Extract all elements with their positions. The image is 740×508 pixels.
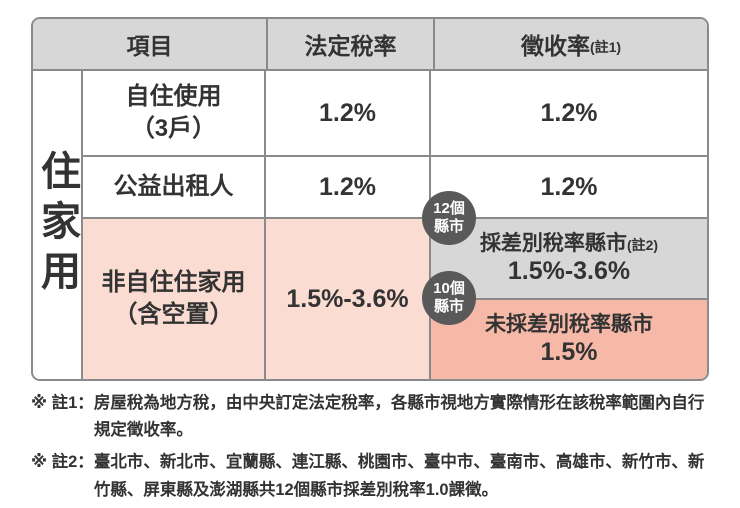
row3-label-cell: 非自住住家用 （含空置） xyxy=(81,219,264,379)
header-collection-rate-label: 徵收率 xyxy=(520,33,590,59)
differential-rate-title: 採差別稅率縣市(註2) xyxy=(480,232,658,255)
badge-10-counties: 10個 縣市 xyxy=(422,271,476,325)
table-row-self-use: 自住使用 （3戶） 1.2% 1.2% xyxy=(81,71,707,155)
category-cell-residential: 住家用 xyxy=(33,71,81,379)
footnote-2-marker: ※ 註2： xyxy=(31,453,94,472)
table-row-charity-landlord: 公益出租人 1.2% 1.2% xyxy=(81,155,707,217)
footnote-2-text: 臺北市、新北市、宜蘭縣、連江縣、桃園市、臺中市、臺南市、高雄市、新竹市、新竹縣、… xyxy=(93,453,705,499)
header-statutory-rate: 法定稅率 xyxy=(266,19,433,69)
table-row-non-self-use: 非自住住家用 （含空置） 1.5%-3.6% 採差別稅率縣市(註2) 1.5%-… xyxy=(81,217,707,379)
footnotes: ※ 註1： 房屋稅為地方稅，由中央訂定法定稅率，各縣市視地方實際情形在該稅率範圍… xyxy=(31,390,711,508)
differential-rate-cell: 採差別稅率縣市(註2) 1.5%-3.6% xyxy=(431,219,707,298)
differential-rate-title-text: 採差別稅率縣市 xyxy=(479,231,627,255)
footnote-1: ※ 註1： 房屋稅為地方稅，由中央訂定法定稅率，各縣市視地方實際情形在該稅率範圍… xyxy=(31,390,711,444)
row3-label-line1: 非自住住家用 xyxy=(101,268,246,296)
row2-statutory-rate: 1.2% xyxy=(264,157,429,217)
footnote-1-text: 房屋稅為地方稅，由中央訂定法定稅率，各縣市視地方實際情形在該稅率範圍內自行規定徵… xyxy=(93,394,705,440)
row1-label-line2: （3戶） xyxy=(130,115,217,142)
row3-label-line2: （含空置） xyxy=(113,301,234,328)
row3-statutory-rate: 1.5%-3.6% xyxy=(264,219,429,379)
row1-label-cell: 自住使用 （3戶） xyxy=(81,71,264,155)
badge-12-counties: 12個 縣市 xyxy=(422,191,476,245)
non-differential-rate-title: 未採差別稅率縣市 xyxy=(485,312,653,336)
row1-collection-rate: 1.2% xyxy=(429,71,707,155)
row2-label-cell: 公益出租人 xyxy=(81,157,264,217)
tax-rate-table: 項目 法定稅率 徵收率 (註1) 住家用 自住使用 （3戶） 1.2% xyxy=(31,17,709,381)
badge-12-line1: 12個 xyxy=(433,200,465,217)
row3-collection-split: 採差別稅率縣市(註2) 1.5%-3.6% 未採差別稅率縣市 1.5% xyxy=(429,219,707,379)
category-label: 住家用 xyxy=(35,150,79,300)
badge-10-line2: 縣市 xyxy=(433,298,464,315)
row1-label-line1: 自住使用 xyxy=(125,82,222,110)
non-differential-rate-value: 1.5% xyxy=(540,337,598,366)
table-rows: 自住使用 （3戶） 1.2% 1.2% 公益出租人 1.2% 1.2% 非自住住… xyxy=(81,71,707,379)
row2-collection-rate: 1.2% xyxy=(429,157,707,217)
header-item: 項目 xyxy=(126,33,173,59)
header-collection-rate: 徵收率 (註1) xyxy=(433,19,707,69)
footnote-1-marker: ※ 註1： xyxy=(31,394,94,412)
non-differential-rate-cell: 未採差別稅率縣市 1.5% xyxy=(431,298,707,379)
differential-rate-value: 1.5%-3.6% xyxy=(507,256,631,285)
row1-statutory-rate: 1.2% xyxy=(264,71,429,155)
footnote-2: ※ 註2： 臺北市、新北市、宜蘭縣、連江縣、桃園市、臺中市、臺南市、高雄市、新竹… xyxy=(31,449,711,503)
header-collection-rate-note: (註1) xyxy=(589,39,622,55)
differential-rate-title-note: (註2) xyxy=(626,236,659,253)
table-header-row: 項目 法定稅率 徵收率 (註1) xyxy=(33,19,707,69)
badge-10-line1: 10個 xyxy=(433,280,465,297)
table-body: 住家用 自住使用 （3戶） 1.2% 1.2% 公益出租人 1.2% 1.2% xyxy=(33,69,707,379)
badge-12-line2: 縣市 xyxy=(433,218,464,235)
